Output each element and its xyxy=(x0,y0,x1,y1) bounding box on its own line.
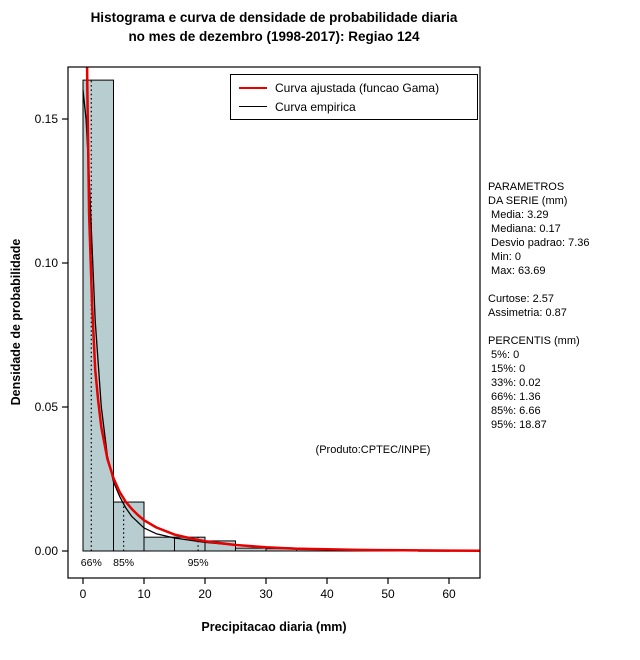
legend-label-fitted: Curva ajustada (funcao Gama) xyxy=(275,80,440,95)
product-annotation: (Produto:CPTEC/INPE) xyxy=(315,444,431,456)
density-curve xyxy=(82,90,480,552)
x-tick-label: 30 xyxy=(259,587,273,601)
x-tick-label: 60 xyxy=(442,587,456,601)
chart-title-line1: Histograma e curva de densidade de proba… xyxy=(90,10,458,25)
legend-label-empirical: Curva empirica xyxy=(275,99,356,114)
x-tick-label: 10 xyxy=(137,587,151,601)
percentile-label: 66% xyxy=(81,557,102,569)
legend-item-fitted: Curva ajustada (funcao Gama) xyxy=(239,81,469,95)
histogram-bar xyxy=(143,536,175,552)
x-tick-label: 40 xyxy=(320,587,334,601)
x-axis-label: Precipitacao diaria (mm) xyxy=(201,620,347,634)
legend-box: Curva ajustada (funcao Gama) Curva empir… xyxy=(230,74,478,120)
fitted-curve-swatch xyxy=(239,86,267,89)
percentile-label: 95% xyxy=(188,557,209,569)
y-tick-label: 0.05 xyxy=(35,400,59,414)
y-tick-label: 0.10 xyxy=(35,256,59,270)
y-tick-label: 0.00 xyxy=(35,544,59,558)
x-tick-label: 0 xyxy=(80,587,87,601)
y-axis-label: Densidade de probabilidade xyxy=(9,238,23,406)
plot-frame xyxy=(67,66,481,579)
empirical-curve-swatch xyxy=(239,106,267,107)
density-curve xyxy=(85,67,480,552)
legend-item-empirical: Curva empirica xyxy=(239,100,469,114)
stats-panel: PARAMETROS DA SERIE (mm) Media: 3.29 Med… xyxy=(488,181,590,431)
y-tick-label: 0.15 xyxy=(35,112,59,126)
chart-title-line2: no mes de dezembro (1998-2017): Regiao 1… xyxy=(128,29,420,44)
x-tick-label: 50 xyxy=(381,587,395,601)
histogram-bar xyxy=(113,501,145,552)
histogram-bar xyxy=(235,547,267,552)
percentile-label: 85% xyxy=(113,557,134,569)
x-tick-label: 20 xyxy=(198,587,212,601)
